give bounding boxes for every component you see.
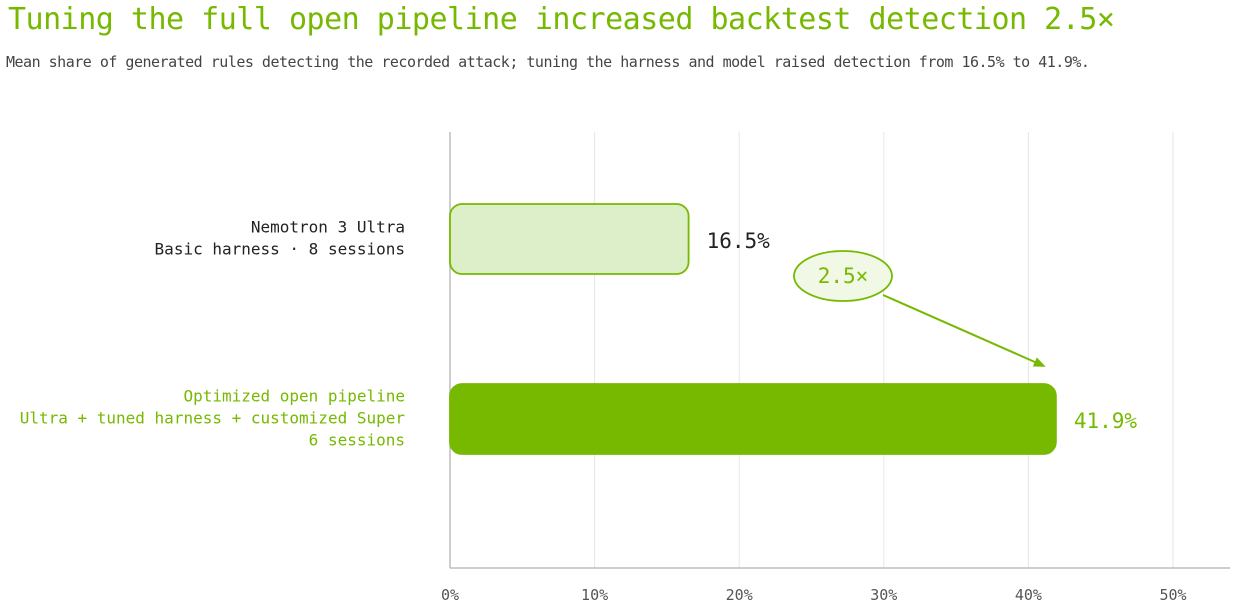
bar-value-label-1: 41.9%: [1074, 409, 1138, 433]
bar-value-label-0: 16.5%: [707, 229, 771, 253]
x-tick-label-0: 0%: [441, 586, 459, 604]
category-label-0-1: Basic harness · 8 sessions: [155, 240, 405, 259]
chart-title: Tuning the full open pipeline increased …: [8, 2, 1115, 37]
category-label-1-0: Optimized open pipeline: [183, 387, 405, 406]
bars: [449, 203, 1057, 455]
bar-1: [449, 383, 1057, 455]
labels: 0% 10% 20% 30% 40% 50% 16.5% Nemotron 3 Ultra Ba…: [20, 218, 1187, 605]
annotation: 2.5×: [793, 250, 1046, 367]
annotation-arrow: [882, 294, 1046, 367]
x-tick-label-20: 20%: [726, 586, 753, 604]
annotation-bubble: [793, 250, 893, 302]
bar-0: [449, 203, 690, 275]
grid-lines: [449, 132, 1230, 569]
chart-subtitle: Mean share of generated rules detecting …: [6, 53, 1090, 71]
x-tick-label-30: 30%: [870, 586, 897, 604]
x-tick-label-50: 50%: [1159, 586, 1186, 604]
category-label-0-0: Nemotron 3 Ultra: [251, 218, 405, 237]
category-label-1-1: Ultra + tuned harness + customized Super: [20, 409, 406, 428]
category-label-1-2: 6 sessions: [309, 431, 405, 450]
annotation-label: 2.5×: [818, 264, 869, 288]
x-tick-label-40: 40%: [1015, 586, 1042, 604]
x-tick-label-10: 10%: [581, 586, 608, 604]
